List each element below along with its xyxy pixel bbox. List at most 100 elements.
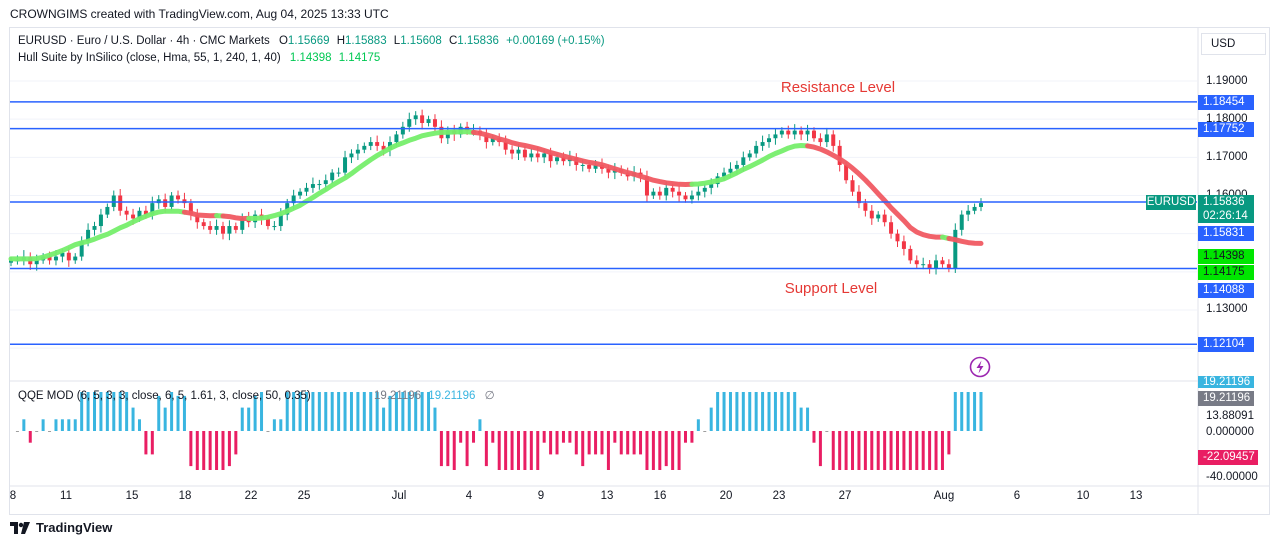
- candle-body: [188, 203, 193, 215]
- qqe-bar: [99, 392, 103, 431]
- qqe-bar: [574, 431, 578, 455]
- qqe-bar: [125, 392, 129, 431]
- qqe-bar: [728, 392, 732, 431]
- symbol-legend[interactable]: EURUSD · Euro / U.S. Dollar · 4h · CMC M…: [18, 35, 605, 47]
- qqe-bar: [497, 431, 501, 470]
- candle-body: [53, 256, 58, 261]
- candle-body: [317, 184, 322, 186]
- candle-body: [670, 187, 675, 192]
- qqe-bar: [472, 431, 476, 443]
- candle-body: [696, 191, 701, 196]
- candle-body: [651, 191, 656, 196]
- candle-body: [709, 184, 714, 188]
- indicator-value-2: 1.14175: [338, 52, 381, 64]
- qqe-bar: [433, 407, 437, 431]
- tradingview-logo-text: TradingView: [36, 520, 113, 535]
- candle-body: [914, 260, 919, 265]
- candle-body: [9, 260, 13, 263]
- qqe-bar: [870, 431, 874, 470]
- candle-body: [754, 145, 759, 154]
- qqe-bar: [394, 392, 398, 431]
- qqe-bar: [67, 419, 71, 431]
- candle-body: [927, 264, 932, 269]
- candle-body: [555, 157, 560, 162]
- qqe-bar: [831, 431, 835, 470]
- date-tick-13: 23: [772, 490, 786, 502]
- hull-segment: [946, 236, 984, 246]
- qqe-bar: [375, 392, 379, 431]
- qqe-bar: [176, 395, 180, 431]
- qqe-bar: [812, 431, 816, 443]
- candle-body: [702, 187, 707, 192]
- candle-body: [272, 226, 277, 228]
- qqe-bar: [960, 392, 964, 431]
- date-tick-15: Aug: [933, 490, 955, 502]
- qqe-bar: [780, 392, 784, 431]
- qqe-bar: [240, 407, 244, 431]
- qqe-bar: [606, 431, 610, 470]
- date-tick-5: 22: [244, 490, 258, 502]
- lightning-icon[interactable]: [969, 356, 991, 378]
- qqe-bar: [330, 392, 334, 431]
- date-tick-7: Jul: [391, 490, 407, 502]
- qqe-bar: [247, 407, 251, 431]
- qqe-bar: [369, 392, 373, 431]
- candle-body: [413, 115, 418, 120]
- candle-body: [490, 138, 495, 143]
- qqe-bar: [542, 431, 546, 443]
- hull-segment: [246, 129, 476, 221]
- candle-body: [233, 226, 238, 230]
- qqe-bar: [651, 431, 655, 470]
- candle-body: [124, 210, 129, 215]
- qqe-bar: [163, 407, 167, 431]
- candle-body: [220, 226, 225, 234]
- candle-body: [426, 119, 431, 123]
- candle-body: [400, 126, 405, 135]
- qqe-bar: [639, 431, 643, 455]
- qqe-bar: [966, 392, 970, 431]
- qqe-bar: [292, 392, 296, 431]
- candle-body: [779, 130, 784, 135]
- qqe-bar: [761, 392, 765, 431]
- candle-body: [869, 210, 874, 219]
- candle-body: [137, 210, 142, 219]
- qqe-bar: [600, 431, 604, 455]
- candle-body: [889, 222, 894, 234]
- hull-segment: [805, 143, 945, 240]
- symbol-price-tag: EURUSD: [1146, 195, 1196, 210]
- qqe-bar: [22, 419, 26, 431]
- qqe-bar: [902, 431, 906, 470]
- candle-body: [831, 134, 836, 146]
- indicator-legend[interactable]: Hull Suite by InSilico (close, Hma, 55, …: [18, 52, 380, 64]
- candle-body: [548, 153, 553, 162]
- level-label-s1: 1.14088: [1198, 283, 1254, 298]
- qqe-bar: [285, 392, 289, 431]
- candle-body: [972, 206, 977, 211]
- qqe-bar: [427, 392, 431, 431]
- qqe-bar: [818, 431, 822, 467]
- candle-body: [66, 252, 71, 261]
- qqe-bar: [626, 431, 630, 455]
- tradingview-logo-icon: [10, 521, 30, 534]
- qqe-bar: [356, 392, 360, 431]
- candle-body: [535, 153, 540, 158]
- candle-body: [529, 153, 534, 158]
- candle-body: [240, 218, 245, 230]
- candle-body: [966, 210, 971, 215]
- qqe-bar: [632, 431, 636, 455]
- candle-body: [143, 210, 148, 215]
- currency-button[interactable]: USD: [1201, 33, 1266, 55]
- qqe-bar: [144, 431, 148, 455]
- oscillator-legend[interactable]: QQE MOD (6, 5, 3, 3, close, 6, 5, 1.61, …: [18, 388, 495, 402]
- candle-body: [362, 145, 367, 150]
- qqe-bar: [851, 431, 855, 470]
- close-label: C: [448, 35, 458, 47]
- tradingview-logo[interactable]: TradingView: [10, 520, 112, 535]
- qqe-bar: [857, 431, 861, 470]
- qqe-bar: [908, 431, 912, 470]
- candle-body: [722, 172, 727, 177]
- qqe-bar: [227, 431, 231, 467]
- qqe-bar: [549, 431, 553, 455]
- qqe-bar: [182, 395, 186, 431]
